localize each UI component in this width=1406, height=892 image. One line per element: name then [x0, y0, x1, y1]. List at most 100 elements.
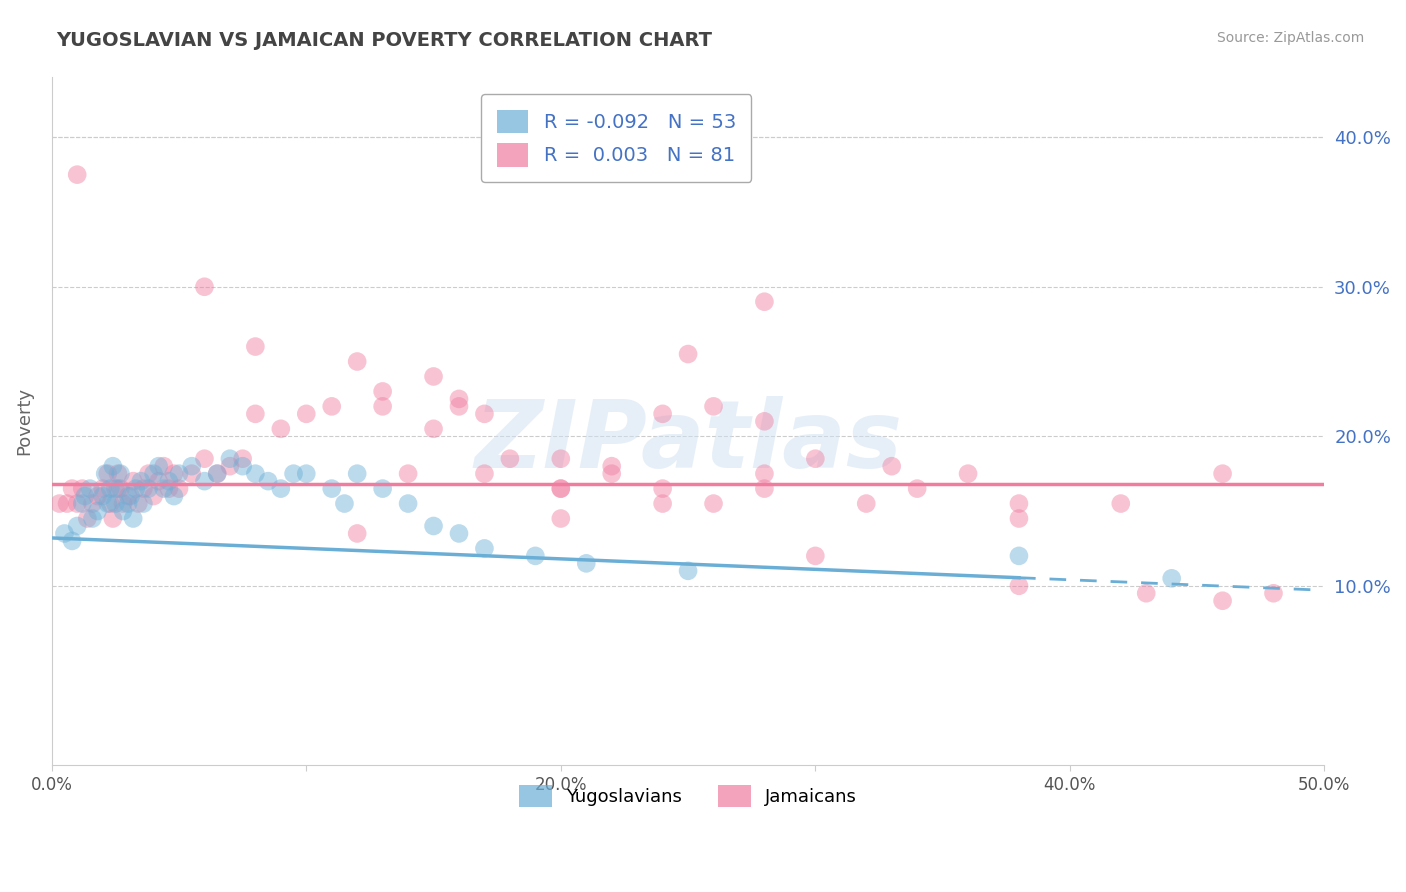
Point: [754, 294, 776, 309]
Point: [232, 459, 254, 474]
Point: [396, 497, 419, 511]
Point: [72, 497, 94, 511]
Point: [550, 451, 572, 466]
Point: [56, 497, 79, 511]
Point: [157, 482, 180, 496]
Point: [371, 482, 394, 496]
Point: [270, 482, 292, 496]
Point: [66, 168, 89, 182]
Point: [295, 407, 318, 421]
Point: [550, 511, 572, 525]
Point: [152, 459, 174, 474]
Point: [371, 384, 394, 399]
Point: [98, 497, 121, 511]
Point: [346, 526, 368, 541]
Point: [651, 497, 673, 511]
Point: [180, 467, 202, 481]
Point: [321, 482, 343, 496]
Point: [163, 467, 186, 481]
Point: [120, 489, 142, 503]
Point: [550, 482, 572, 496]
Point: [600, 467, 623, 481]
Point: [447, 400, 470, 414]
Point: [79, 482, 101, 496]
Point: [1008, 549, 1031, 563]
Point: [94, 467, 117, 481]
Point: [474, 467, 496, 481]
Point: [107, 467, 129, 481]
Point: [474, 407, 496, 421]
Point: [219, 459, 242, 474]
Point: [167, 482, 190, 496]
Point: [1212, 467, 1234, 481]
Point: [1135, 586, 1157, 600]
Point: [447, 392, 470, 406]
Point: [880, 459, 903, 474]
Point: [1212, 593, 1234, 607]
Point: [101, 511, 124, 525]
Point: [86, 504, 108, 518]
Point: [422, 519, 444, 533]
Point: [651, 407, 673, 421]
Point: [180, 459, 202, 474]
Point: [157, 474, 180, 488]
Point: [110, 467, 132, 481]
Point: [205, 467, 228, 481]
Point: [474, 541, 496, 556]
Point: [676, 564, 699, 578]
Point: [245, 340, 267, 354]
Point: [676, 347, 699, 361]
Point: [142, 467, 165, 481]
Point: [905, 482, 928, 496]
Legend: Yugoslavians, Jamaicans: Yugoslavians, Jamaicans: [512, 778, 865, 814]
Point: [651, 482, 673, 496]
Point: [283, 467, 305, 481]
Point: [129, 474, 152, 488]
Point: [148, 474, 170, 488]
Point: [152, 482, 174, 496]
Point: [1008, 497, 1031, 511]
Point: [82, 511, 104, 525]
Point: [524, 549, 547, 563]
Point: [600, 459, 623, 474]
Point: [754, 467, 776, 481]
Point: [82, 497, 104, 511]
Point: [163, 489, 186, 503]
Point: [138, 467, 160, 481]
Point: [111, 504, 134, 518]
Point: [270, 422, 292, 436]
Point: [232, 451, 254, 466]
Point: [148, 459, 170, 474]
Point: [97, 467, 120, 481]
Point: [91, 489, 114, 503]
Point: [104, 482, 127, 496]
Point: [702, 497, 724, 511]
Point: [957, 467, 980, 481]
Point: [193, 451, 215, 466]
Point: [754, 414, 776, 428]
Point: [575, 557, 598, 571]
Point: [60, 533, 83, 548]
Point: [219, 451, 242, 466]
Point: [550, 482, 572, 496]
Point: [111, 497, 134, 511]
Point: [754, 482, 776, 496]
Point: [101, 459, 124, 474]
Point: [1008, 511, 1031, 525]
Point: [104, 497, 127, 511]
Point: [167, 467, 190, 481]
Point: [447, 526, 470, 541]
Point: [245, 467, 267, 481]
Point: [257, 474, 280, 488]
Point: [122, 474, 145, 488]
Point: [127, 497, 149, 511]
Point: [1008, 579, 1031, 593]
Point: [73, 489, 96, 503]
Point: [193, 279, 215, 293]
Point: [107, 482, 129, 496]
Point: [245, 407, 267, 421]
Point: [205, 467, 228, 481]
Text: Source: ZipAtlas.com: Source: ZipAtlas.com: [1216, 31, 1364, 45]
Point: [855, 497, 877, 511]
Point: [125, 482, 148, 496]
